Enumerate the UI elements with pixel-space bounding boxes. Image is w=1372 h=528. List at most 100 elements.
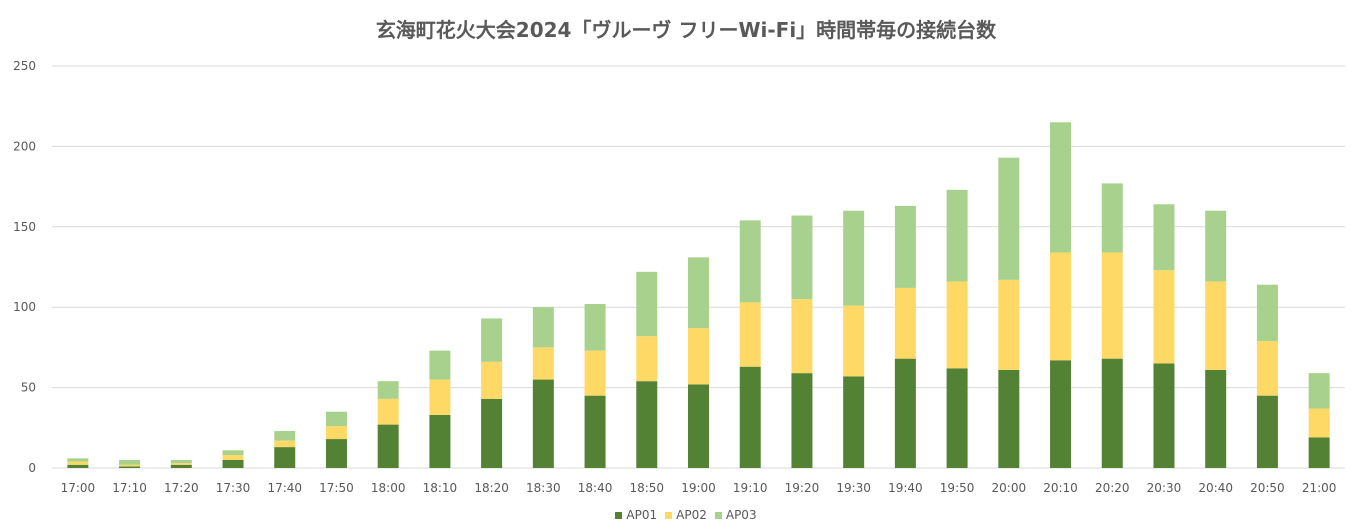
x-tick-label: 18:10 [423,481,458,495]
x-tick-label: 20:10 [1043,481,1078,495]
x-tick-label: 20:30 [1147,481,1182,495]
x-tick-label: 20:50 [1250,481,1285,495]
bar-ap02 [998,279,1020,370]
y-tick-label: 0 [28,461,36,475]
y-tick-label: 250 [13,59,36,73]
bar-ap01 [998,369,1020,468]
bar-ap01 [532,379,554,468]
bar-ap02 [1256,340,1278,396]
bar-ap03 [274,431,296,441]
bar-ap02 [894,287,916,359]
bar-ap01 [1308,437,1330,468]
bar-ap01 [1256,395,1278,468]
x-tick-label: 18:00 [371,481,406,495]
bar-ap01 [1101,358,1123,468]
x-tick-label: 19:00 [681,481,716,495]
bar-ap03 [1153,204,1175,271]
x-tick-label: 17:30 [216,481,251,495]
bar-ap02 [636,336,658,382]
bar-ap03 [119,459,141,465]
bar-ap01 [429,414,451,468]
bar-ap03 [688,257,709,329]
x-tick-label: 17:40 [267,481,302,495]
bar-ap01 [1153,363,1175,468]
bar-ap03 [636,271,658,337]
chart-title: 玄海町花火大会2024「ヴルーヴ フリーWi-Fi」時間帯毎の接続台数 [375,18,997,42]
x-tick-label: 17:50 [319,481,354,495]
bar-ap01 [170,464,192,468]
y-tick-label: 50 [21,381,36,395]
legend-label: AP02 [676,508,707,522]
bar-ap01 [119,466,141,468]
bar-ap03 [1205,210,1227,282]
x-tick-label: 19:30 [836,481,871,495]
bar-ap02 [481,361,503,399]
bar-ap02 [222,455,244,460]
bar-ap03 [584,303,606,351]
bar-ap02 [274,440,296,448]
x-tick-label: 19:40 [888,481,923,495]
legend-item-ap03: AP03 [714,508,757,522]
bar-ap03 [429,350,451,380]
bar-ap01 [791,373,813,468]
bar-ap01 [843,376,865,468]
bar-ap01 [481,398,503,468]
legend-swatch [665,512,673,519]
bar-ap01 [325,439,347,468]
x-tick-label: 18:20 [474,481,509,495]
x-tick-label: 19:10 [733,481,768,495]
bar-ap01 [739,366,761,468]
bar-ap03 [222,450,244,456]
bar-ap03 [946,189,968,282]
bar-ap03 [894,205,916,288]
legend-swatch [714,512,722,519]
y-tick-label: 150 [13,220,36,234]
bar-ap02 [1050,252,1072,361]
bar-ap02 [1205,281,1227,370]
bar-ap02 [946,281,968,369]
bar-ap03 [739,220,761,303]
y-tick-label: 100 [13,300,36,314]
x-tick-label: 20:40 [1198,481,1233,495]
bar-ap01 [222,459,244,468]
x-tick-label: 21:00 [1302,481,1337,495]
x-tick-label: 19:20 [785,481,820,495]
bar-ap03 [1101,183,1123,253]
legend-label: AP03 [725,508,757,522]
x-tick-label: 17:10 [112,481,147,495]
bar-ap02 [843,305,865,377]
bar-ap03 [67,458,89,462]
bar-ap02 [170,463,192,465]
x-tick-label: 17:00 [61,481,96,495]
y-tick-label: 200 [13,139,36,153]
bar-ap03 [377,381,399,399]
bar-ap02 [119,464,141,467]
bar-ap01 [584,395,606,468]
bar-ap03 [843,210,865,306]
legend-label: AP01 [626,508,658,522]
bar-ap02 [791,299,813,374]
x-tick-label: 20:00 [992,481,1027,495]
bar-ap03 [1308,373,1330,409]
bar-ap01 [1205,369,1227,468]
bar-ap02 [377,398,399,425]
bar-ap01 [274,447,296,468]
bar-ap02 [1101,252,1123,359]
bar-ap02 [429,379,451,415]
x-tick-label: 18:40 [578,481,613,495]
bar-ap03 [325,411,347,427]
legend-swatch [615,512,623,519]
bar-ap01 [946,368,968,468]
bar-ap01 [1050,360,1072,468]
bar-ap02 [739,302,761,367]
x-tick-label: 18:50 [629,481,664,495]
bar-ap02 [688,328,709,385]
x-tick-label: 19:50 [940,481,975,495]
legend-item-ap01: AP01 [615,508,657,522]
bar-ap02 [325,426,347,440]
x-tick-label: 20:20 [1095,481,1130,495]
bar-ap03 [1256,284,1278,341]
bar-ap02 [1153,270,1175,364]
bar-ap01 [636,381,658,468]
